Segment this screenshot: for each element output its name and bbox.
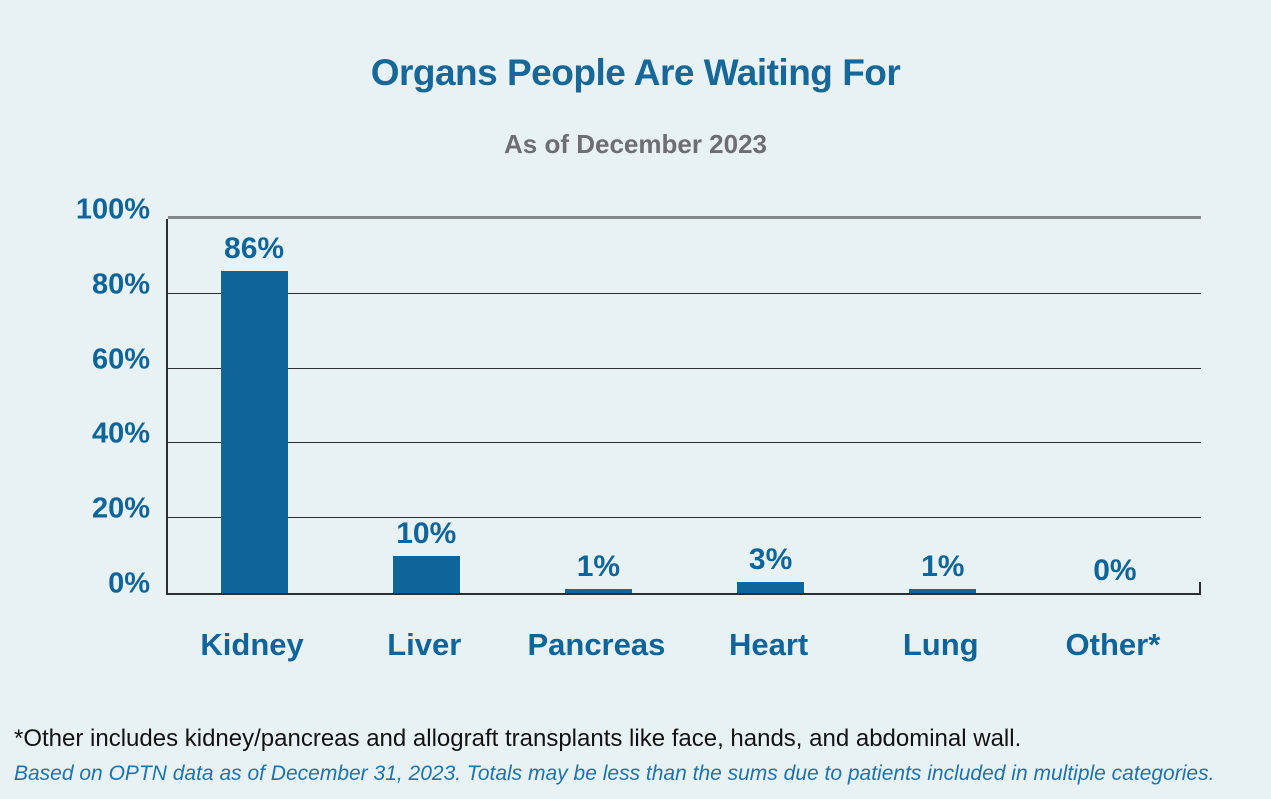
gridline-60: [168, 367, 1201, 369]
x-axis-label-heart: Heart: [728, 627, 809, 662]
y-axis-label-40: 40%: [91, 417, 150, 450]
x-axis-label-other: Other*: [1065, 627, 1161, 662]
bar-value-label: 1%: [921, 550, 965, 584]
gridline-40: [168, 442, 1201, 444]
bar-lung: [909, 589, 977, 593]
bar-value-label: 3%: [748, 542, 793, 576]
gridline-80: [168, 292, 1201, 294]
x-axis-labels: Kidney Liver Pancreas Heart Lung Other*: [166, 627, 1199, 672]
x-axis-label-pancreas: Pancreas: [527, 627, 666, 662]
footnote-source: Based on OPTN data as of December 31, 20…: [14, 762, 1215, 785]
x-axis-label-liver: Liver: [387, 627, 462, 662]
bar-value-label: 1%: [576, 550, 621, 584]
chart-subtitle: As of December 2023: [503, 129, 768, 159]
bar-pancreas: [564, 589, 632, 593]
y-axis-label-20: 20%: [91, 492, 150, 525]
gridline-100: [168, 216, 1201, 219]
plot-area: 86% 10% 1% 3% 1% 0%: [166, 216, 1201, 595]
x-axis-end-tick: [1199, 582, 1201, 593]
y-axis-label-60: 60%: [91, 343, 150, 376]
bar-heart: [737, 581, 805, 593]
x-axis-label-lung: Lung: [902, 627, 979, 662]
bar-value-label: 10%: [396, 516, 457, 550]
chart-title: Organs People Are Waiting For: [370, 52, 901, 93]
bar-value-label: 86%: [224, 232, 285, 266]
bar-kidney: [220, 271, 288, 593]
gridline-20: [168, 517, 1201, 519]
y-axis-label-100: 100%: [75, 193, 150, 226]
x-axis-label-kidney: Kidney: [200, 627, 304, 662]
bar-liver: [392, 555, 460, 593]
y-axis-label-0: 0%: [108, 567, 150, 600]
bar-value-label: 0%: [1093, 554, 1137, 587]
footnote-other-definition: *Other includes kidney/pancreas and allo…: [14, 725, 1022, 752]
y-axis-label-80: 80%: [91, 268, 150, 301]
